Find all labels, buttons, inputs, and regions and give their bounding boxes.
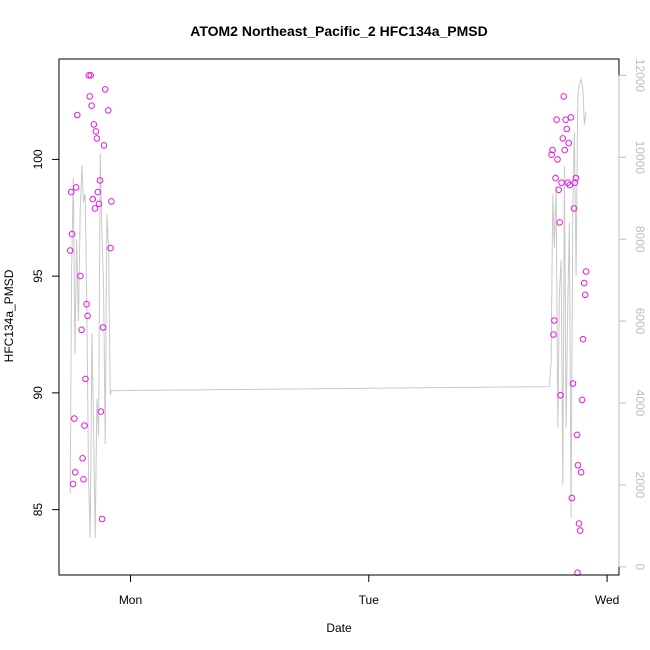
data-point [572,174,580,182]
data-point [566,181,574,189]
data-point [80,476,87,483]
data-point [580,279,588,287]
data-point [568,494,576,502]
data-point [582,268,590,275]
y-tick-label: 85 [31,503,45,517]
data-point [562,116,569,123]
y2-tick-label: 2000 [633,472,647,499]
data-point [574,462,582,469]
data-point [563,125,571,133]
data-point [67,188,75,196]
data-point [576,527,584,534]
data-point [74,111,81,119]
data-point [97,408,105,415]
data-point [552,174,559,182]
data-point [575,520,583,527]
data-point [72,184,80,191]
data-point [69,480,77,488]
data-point [565,139,573,147]
y2-tick-label: 0 [633,563,647,570]
data-point [87,72,94,79]
y-tick-label: 90 [31,386,45,400]
data-point [90,121,98,128]
data-point [86,93,93,100]
y2-tick-label: 8000 [633,226,647,253]
data-point [71,469,79,476]
data-point [77,272,84,280]
data-point [92,128,100,135]
data-point [578,396,586,404]
data-point [570,205,578,212]
data-point [78,326,85,334]
data-point [581,291,589,299]
data-point [83,300,90,308]
data-point [560,93,568,100]
data-point [66,247,74,254]
y-axis-right: 0 2000 4000 6000 8000 10000 12000 [618,59,647,570]
data-point [89,195,97,203]
data-point [553,116,560,123]
data-point [79,455,86,462]
data-point [108,198,115,205]
x-tick-label: Wed [595,593,619,607]
x-axis-label: Date [326,621,352,635]
data-point [101,86,109,93]
data-point [557,391,564,399]
data-point [551,317,558,324]
data-point [94,188,102,196]
series-line [69,77,587,539]
data-point [81,422,88,429]
data-point [559,135,567,142]
data-point [98,515,106,523]
data-point [549,146,556,154]
y-tick-label: 100 [31,149,45,169]
plot-frame [58,58,620,576]
y2-tick-label: 10000 [633,141,647,175]
data-point [555,186,563,194]
data-point [93,135,101,142]
data-point [569,380,577,387]
data-point [88,102,95,109]
data-point [85,72,93,79]
data-point [84,312,91,320]
data-point [96,177,104,184]
x-tick-label: Mon [119,593,142,607]
data-point [107,244,114,252]
data-point [91,205,99,212]
data-point [556,219,564,226]
data-point [100,142,108,149]
y2-tick-label: 6000 [633,308,647,335]
data-point [558,179,565,186]
data-point [82,375,89,383]
data-point [567,114,575,121]
data-point [577,469,585,476]
chart-title: ATOM2 Northeast_Pacific_2 HFC134a_PMSD [190,23,487,39]
data-point [554,156,561,163]
data-point [548,151,555,158]
y-tick-label: 95 [31,269,45,283]
data-point [95,200,103,208]
data-point [550,331,557,338]
scatter-points-group [66,72,590,577]
data-point [571,179,579,186]
y-axis-left: 85 90 95 100 [31,149,60,517]
right-axis-series-line-group [69,77,587,539]
x-axis: Mon Tue Wed [119,574,619,607]
y-axis-label: HFC134a_PMSD [2,269,16,362]
y2-tick-label: 4000 [633,390,647,417]
data-point [579,335,587,343]
data-point [99,324,107,331]
y2-tick-label: 12000 [633,59,647,93]
data-point [573,431,581,439]
data-point [68,230,76,238]
data-point [71,415,78,422]
data-point [561,146,569,154]
x-tick-label: Tue [359,593,380,607]
data-point [105,107,112,114]
